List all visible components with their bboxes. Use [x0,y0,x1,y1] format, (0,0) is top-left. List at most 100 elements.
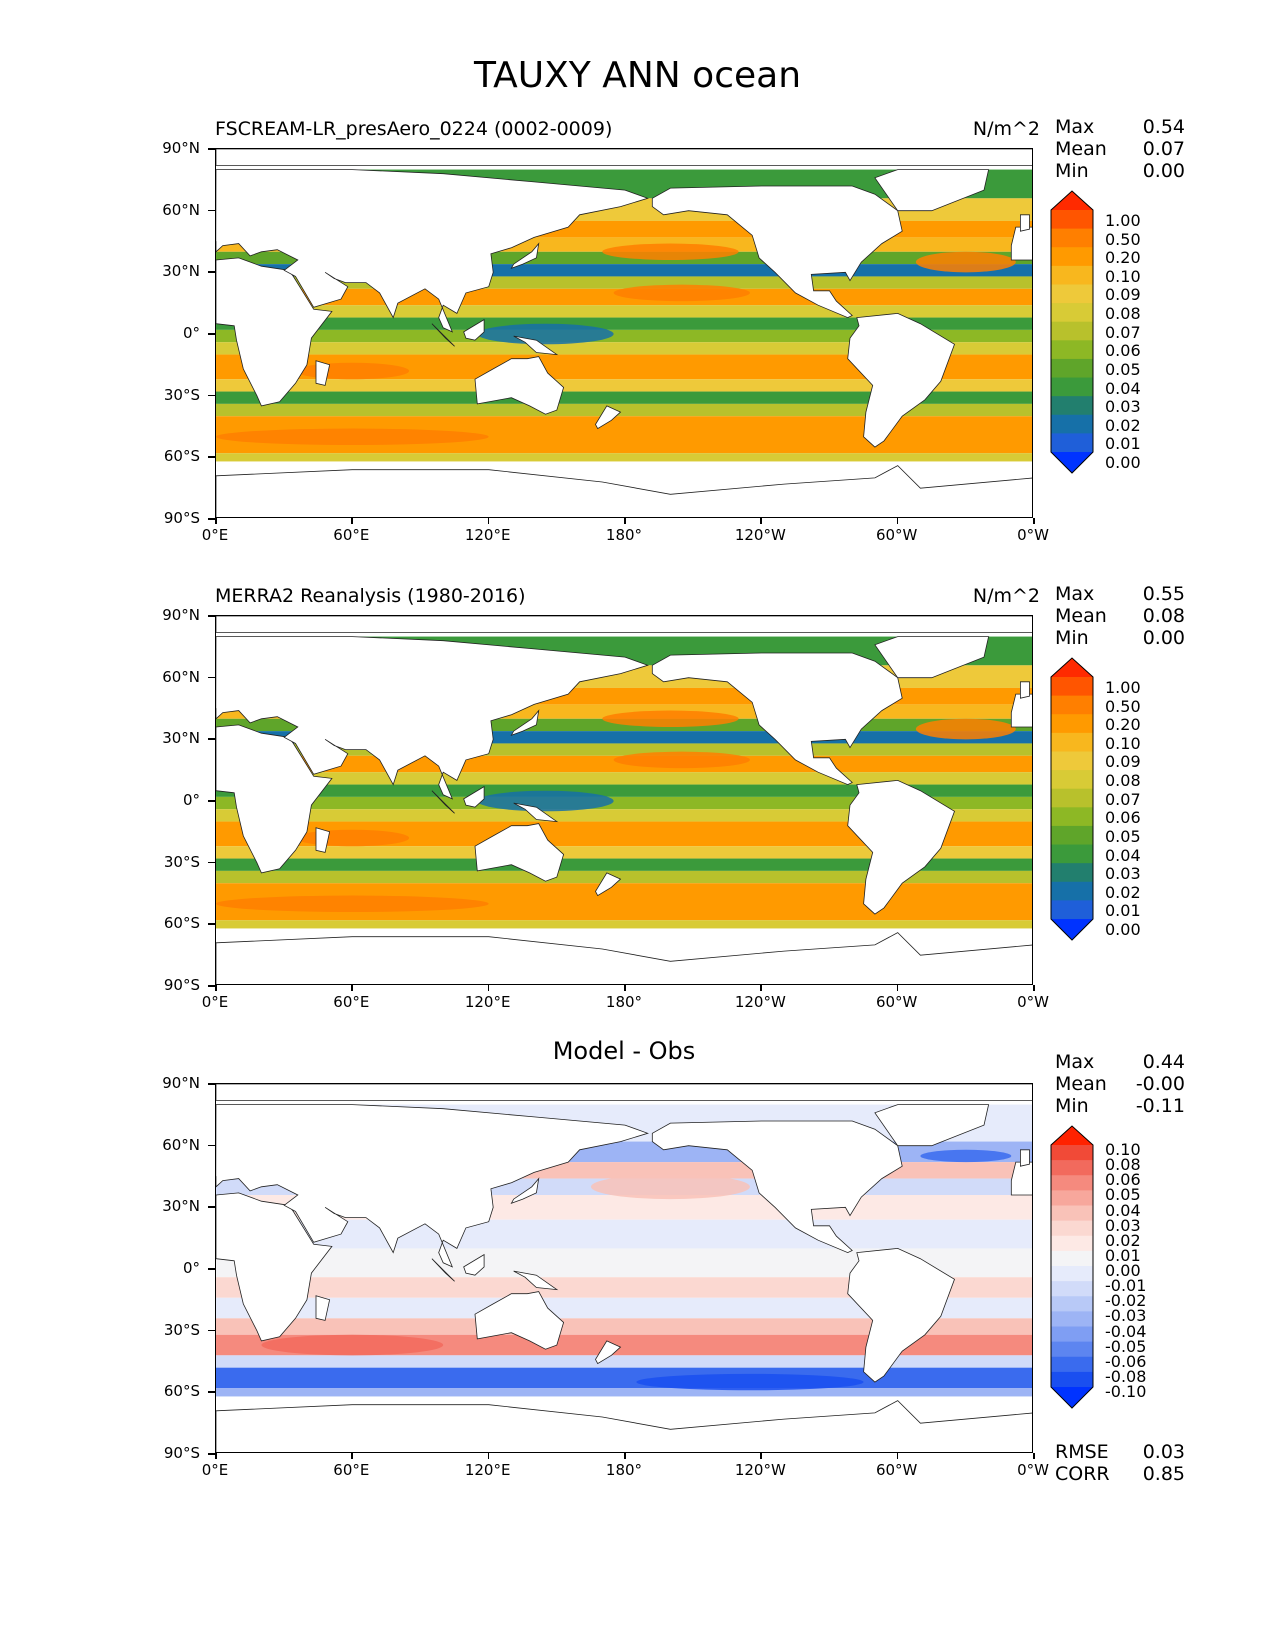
colorbar-tick-label: 0.05 [1105,1185,1141,1205]
colorbar-segment [1051,1341,1093,1358]
coastline [510,242,540,269]
field-blob [477,790,614,812]
coastline [474,1291,565,1350]
field-band [216,870,1032,884]
stat-mean: 0.08 [1142,605,1185,627]
coastline [463,785,485,808]
coastline [651,652,903,786]
x-tick-label: 0°W [1017,1461,1049,1479]
colorbar-segment [1051,1205,1093,1222]
figure-title: TAUXY ANN ocean [473,55,802,96]
stat-min: 0.00 [1142,627,1185,649]
colorbar-segment [1051,303,1093,323]
x-tick-label: 0°W [1017,993,1049,1011]
colorbar-segment [1051,340,1093,360]
colorbar-tick-label: 1.00 [1105,678,1141,697]
x-tick-mark [624,1453,626,1459]
field-band [216,796,1032,810]
y-tick-label: 60°N [162,1135,200,1154]
y-tick-label: 0° [182,324,200,342]
coastline [216,636,649,800]
colorbar-tick-label: -0.10 [1105,1382,1147,1401]
y-tick-label: 60°N [162,200,200,219]
field-band [216,391,1032,404]
y-tick-label: 60°N [162,667,200,686]
y-tick-mark [208,615,215,617]
field-band [216,1367,1032,1389]
colorbar-tick-label: 0.05 [1105,826,1141,846]
stat-min: -0.11 [1135,1095,1185,1117]
stat-label: Mean [1055,1073,1107,1095]
field-band [216,1318,1032,1335]
stat-label: Max [1055,116,1095,138]
coastline [431,1258,455,1282]
panel-title-center: Model - Obs [552,1037,696,1065]
stat-label: CORR [1055,1463,1110,1485]
colorbar-tick-label: 0.04 [1105,1200,1141,1220]
colorbar-segment [1051,191,1093,210]
x-tick-mark [896,1453,899,1459]
field-band [216,342,1032,355]
colorbar-outline [1050,657,1094,941]
colorbar-tick-label: 0.02 [1105,882,1141,902]
y-tick-mark [208,1453,215,1455]
y-tick-mark [208,1206,215,1208]
colorbar-segment [1051,433,1093,453]
stats-box: Max 0.44 Mean -0.00 Min -0.11 [1055,1051,1185,1117]
colorbar-tick-label: 0.50 [1105,696,1141,716]
colorbar-tick-label: 0.06 [1105,341,1141,361]
x-tick-label: 0°E [201,1461,229,1479]
stat-corr: 0.85 [1142,1463,1185,1485]
stat-label: Max [1055,1051,1095,1073]
colorbar-segment [1051,825,1093,846]
colorbar-tick-label: 0.10 [1105,733,1141,753]
y-tick-mark [208,676,215,679]
coastline [216,465,1032,517]
colorbar-tick-label: 0.00 [1105,920,1141,939]
colorbar-tick-label: 0.50 [1105,229,1141,249]
field-blob [613,284,750,302]
stats-box: Max 0.54 Mean 0.07 Min 0.00 [1055,116,1185,182]
coastline [216,616,1032,633]
x-tick-mark [1033,1453,1035,1459]
x-tick-mark [351,985,353,991]
y-tick-mark [208,271,215,273]
coastline [513,335,559,356]
y-tick-mark [208,456,215,458]
stat-label: Mean [1055,605,1107,627]
x-tick-label: 60°W [875,993,918,1011]
field-band [216,846,1032,859]
coastline [874,1104,990,1147]
panel-units: N/m^2 [972,585,1040,607]
colorbar-tick-label: 0.02 [1105,415,1141,435]
field-band [216,784,1032,797]
colorbar-segment [1051,1387,1093,1408]
colorbar-segment [1051,844,1093,864]
colorbar-svg [1050,657,1094,941]
field-blob [216,895,489,912]
field-blob [602,243,739,260]
colorbar-segment [1051,1311,1093,1327]
colorbar-tick-label: -0.03 [1105,1306,1147,1326]
x-tick-label: 180° [605,1461,643,1479]
field-band [216,453,1032,462]
x-tick-mark [487,1453,490,1459]
rmse-corr-box: RMSE 0.03 CORR 0.85 [1055,1441,1185,1485]
colorbar-tick-label: 0.03 [1105,1215,1141,1235]
colorbar-tick-label: 0.07 [1105,789,1141,809]
coastline [315,827,331,853]
stat-mean: 0.07 [1142,138,1185,160]
x-tick-label: 120°E [464,1461,511,1479]
field-blob [261,1334,444,1356]
coastline [216,932,1032,984]
coastline [1020,681,1030,699]
colorbar-segment [1051,1371,1093,1388]
y-tick-mark [208,209,215,212]
y-tick-mark [208,738,215,740]
x-tick-mark [351,518,353,524]
colorbar-segment [1051,358,1093,379]
y-tick-label: 90°N [162,606,200,624]
field-blob [477,323,614,345]
colorbar-segment [1051,1160,1093,1176]
colorbar-outline [1050,1125,1094,1409]
